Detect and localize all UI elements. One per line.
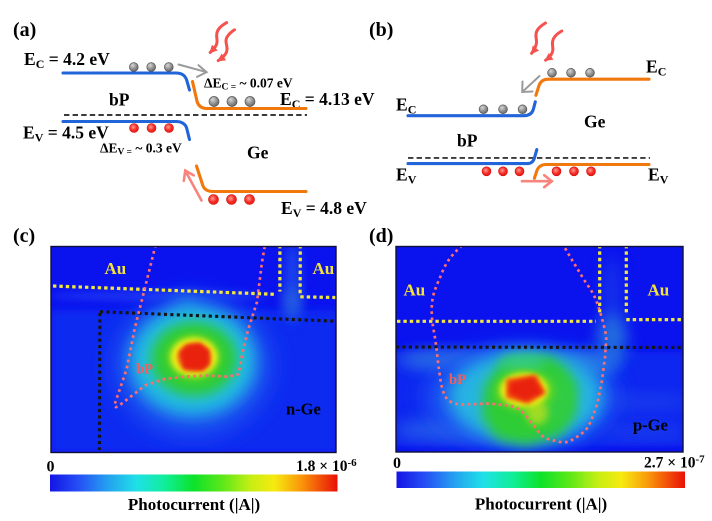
svg-text:bP: bP — [136, 362, 153, 378]
svg-text:EV = 4.5 eV: EV = 4.5 eV — [23, 123, 109, 145]
svg-text:Ge: Ge — [584, 112, 606, 132]
svg-text:(b): (b) — [369, 19, 393, 41]
svg-text:bP: bP — [109, 90, 130, 110]
svg-text:ΔEV = ~ 0.3 eV: ΔEV = ~ 0.3 eV — [100, 141, 182, 158]
svg-text:(d): (d) — [369, 225, 393, 247]
svg-text:EC: EC — [396, 95, 416, 117]
svg-text:EV: EV — [396, 165, 417, 187]
svg-text:p-Ge: p-Ge — [633, 416, 668, 435]
svg-text:bP: bP — [457, 131, 478, 151]
svg-text:2.7 × 10-7: 2.7 × 10-7 — [644, 454, 705, 472]
svg-text:EV = 4.8 eV: EV = 4.8 eV — [281, 198, 367, 220]
svg-text:EV: EV — [648, 165, 669, 187]
svg-text:Photocurrent (|A|): Photocurrent (|A|) — [475, 495, 607, 514]
svg-text:(c): (c) — [13, 225, 35, 247]
svg-text:Ge: Ge — [247, 143, 269, 163]
svg-text:1.8 × 10-6: 1.8 × 10-6 — [296, 457, 357, 475]
svg-text:0: 0 — [47, 459, 55, 476]
svg-text:Au: Au — [105, 259, 127, 278]
svg-text:Au: Au — [404, 281, 426, 300]
svg-text:n-Ge: n-Ge — [286, 400, 321, 419]
svg-text:Photocurrent (|A|): Photocurrent (|A|) — [128, 495, 260, 514]
svg-text:0: 0 — [393, 455, 401, 472]
svg-text:Au: Au — [648, 281, 670, 300]
svg-text:EC = 4.2 eV: EC = 4.2 eV — [24, 49, 110, 71]
svg-text:(a): (a) — [13, 19, 36, 41]
svg-text:bP: bP — [449, 372, 466, 388]
svg-text:EC = 4.13 eV: EC = 4.13 eV — [280, 89, 375, 111]
svg-text:EC: EC — [646, 57, 666, 79]
svg-text:Au: Au — [313, 259, 335, 278]
